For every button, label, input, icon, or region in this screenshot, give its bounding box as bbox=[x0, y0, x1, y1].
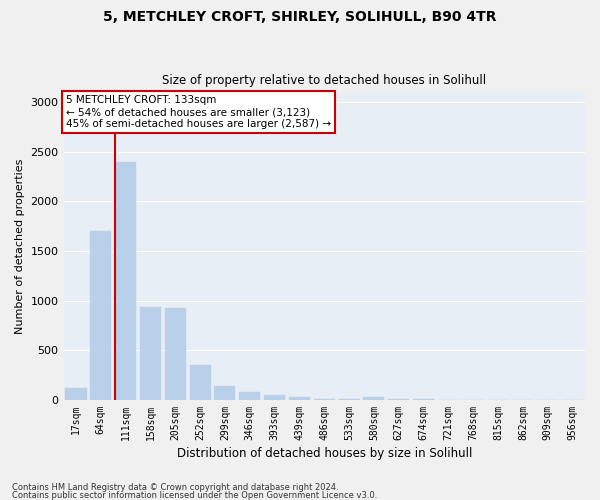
Text: 5 METCHLEY CROFT: 133sqm
← 54% of detached houses are smaller (3,123)
45% of sem: 5 METCHLEY CROFT: 133sqm ← 54% of detach… bbox=[66, 96, 331, 128]
Bar bbox=[289, 398, 310, 400]
Bar bbox=[140, 306, 161, 400]
Bar bbox=[165, 308, 186, 400]
Text: Contains HM Land Registry data © Crown copyright and database right 2024.: Contains HM Land Registry data © Crown c… bbox=[12, 484, 338, 492]
Bar bbox=[239, 392, 260, 400]
Bar bbox=[214, 386, 235, 400]
Bar bbox=[190, 365, 211, 400]
Text: Contains public sector information licensed under the Open Government Licence v3: Contains public sector information licen… bbox=[12, 490, 377, 500]
Y-axis label: Number of detached properties: Number of detached properties bbox=[15, 158, 25, 334]
X-axis label: Distribution of detached houses by size in Solihull: Distribution of detached houses by size … bbox=[176, 447, 472, 460]
Bar bbox=[364, 397, 385, 400]
Bar bbox=[115, 162, 136, 400]
Bar bbox=[65, 388, 86, 400]
Text: 5, METCHLEY CROFT, SHIRLEY, SOLIHULL, B90 4TR: 5, METCHLEY CROFT, SHIRLEY, SOLIHULL, B9… bbox=[103, 10, 497, 24]
Bar bbox=[90, 232, 112, 400]
Title: Size of property relative to detached houses in Solihull: Size of property relative to detached ho… bbox=[162, 74, 487, 87]
Bar bbox=[264, 395, 285, 400]
